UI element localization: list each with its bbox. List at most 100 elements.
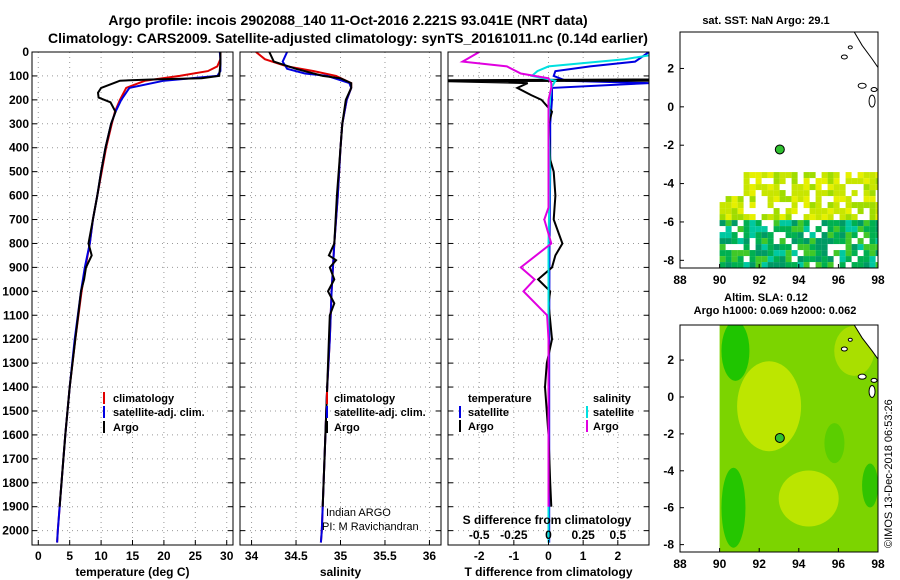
sst-pixel [869, 178, 876, 185]
sst-pixel [797, 220, 804, 227]
sst_map-ytick-label: 0 [667, 100, 674, 114]
sst-pixel [863, 232, 870, 239]
sst-pixel [833, 202, 840, 209]
sst-pixel [821, 244, 828, 251]
sst-pixel [863, 262, 870, 268]
sst-pixel [755, 250, 762, 257]
sst-pixel [827, 238, 834, 245]
sst-pixel [839, 238, 846, 245]
sst-pixel [827, 202, 834, 209]
sst-pixel [791, 232, 798, 239]
sst-pixel [737, 202, 744, 209]
sst-pixel [821, 178, 828, 185]
sst-pixel [863, 250, 870, 257]
sst-pixel [839, 208, 846, 215]
difference-legend-left-label: satellite [468, 407, 509, 419]
sst-pixel [773, 256, 780, 263]
sst-pixel [719, 256, 726, 263]
sst-pixel [827, 214, 834, 221]
sst-pixel [845, 256, 852, 263]
sst-pixel [845, 220, 852, 227]
sst-pixel [773, 244, 780, 251]
sst-pixel [737, 214, 744, 221]
sst_map-island [847, 45, 853, 50]
sla_map-island [847, 337, 853, 342]
depth-tick-label: 1100 [3, 308, 29, 322]
sst-pixel [779, 244, 786, 251]
sst-pixel [791, 208, 798, 215]
sst-pixel [725, 214, 732, 221]
credit-pi: PI: M Ravichandran [322, 521, 419, 533]
temperature-xtick-label: 10 [94, 549, 108, 563]
sst-pixel [851, 190, 858, 197]
sst-pixel [869, 232, 876, 239]
sst-pixel [845, 226, 852, 233]
sst_map-xtick-label: 96 [832, 273, 846, 287]
sst-pixel [875, 238, 878, 245]
sst-pixel [803, 172, 810, 179]
sst-pixel [773, 250, 780, 257]
sst-pixel [839, 196, 846, 203]
sst-pixel [755, 172, 762, 179]
sst-pixel [803, 256, 810, 263]
sst-pixel [749, 172, 756, 179]
sst_map-ytick-label: -4 [663, 177, 674, 191]
sst-pixel [737, 238, 744, 245]
sst-pixel [869, 196, 876, 203]
sst-pixel [857, 178, 864, 185]
depth-tick-label: 1900 [2, 500, 29, 514]
sst-pixel [767, 196, 774, 203]
sst-pixel [761, 238, 768, 245]
sla-anomaly-patch [721, 467, 746, 548]
sst-pixel [821, 208, 828, 215]
sst-pixel [869, 238, 876, 245]
salinity-legend-label: climatology [334, 393, 396, 405]
sst-pixel [797, 238, 804, 245]
difference-s-tick-label: -0.25 [500, 528, 528, 542]
sst-pixel [749, 220, 756, 227]
sst-pixel [779, 238, 786, 245]
sst_map-coastline [853, 32, 878, 74]
depth-tick-label: 300 [9, 117, 29, 131]
sst-pixel [719, 244, 726, 251]
depth-tick-label: 1600 [2, 428, 29, 442]
sst-map-title: sat. SST: NaN Argo: 29.1 [702, 15, 829, 27]
sst-pixel [743, 214, 750, 221]
sst-pixel [857, 262, 864, 268]
salinity-xtick-label: 34 [245, 549, 259, 563]
sst-pixel [875, 220, 878, 227]
sst-pixel [797, 232, 804, 239]
sst-pixel [785, 208, 792, 215]
sst-pixel [737, 196, 744, 203]
sst-pixel [755, 232, 762, 239]
sst-pixel [845, 244, 852, 251]
sst-pixel [803, 190, 810, 197]
sst-pixel [863, 202, 870, 209]
sst-pixel [773, 208, 780, 215]
salinity-xtick-label: 34.5 [284, 549, 308, 563]
figure-title-line2: Climatology: CARS2009. Satellite-adjuste… [48, 30, 648, 46]
sst-pixel [863, 172, 870, 179]
sst-pixel [869, 250, 876, 257]
sst-pixel [785, 172, 792, 179]
sst-pixel [785, 256, 792, 263]
sst-pixel [851, 202, 858, 209]
sst-pixel [719, 232, 726, 239]
sst-pixel [767, 202, 774, 209]
sst-pixel [791, 250, 798, 257]
sst-pixel [785, 226, 792, 233]
salinity-series-black [268, 52, 353, 507]
difference-legend-left-label: Argo [468, 421, 494, 433]
sst-pixel [761, 250, 768, 257]
sst-pixel [809, 184, 816, 191]
sst-pixel [839, 232, 846, 239]
sst-pixel [815, 238, 822, 245]
sst-pixel [803, 250, 810, 257]
sst-pixel [779, 256, 786, 263]
sst-pixel [827, 232, 834, 239]
sst-pixel [833, 172, 840, 179]
salinity-panel: 34 34.5 35 35.5 36 salinity climatology satelli… [239, 51, 442, 579]
sst-pixel [803, 244, 810, 251]
sst-pixel [761, 262, 768, 268]
sst_map-island [870, 87, 878, 93]
